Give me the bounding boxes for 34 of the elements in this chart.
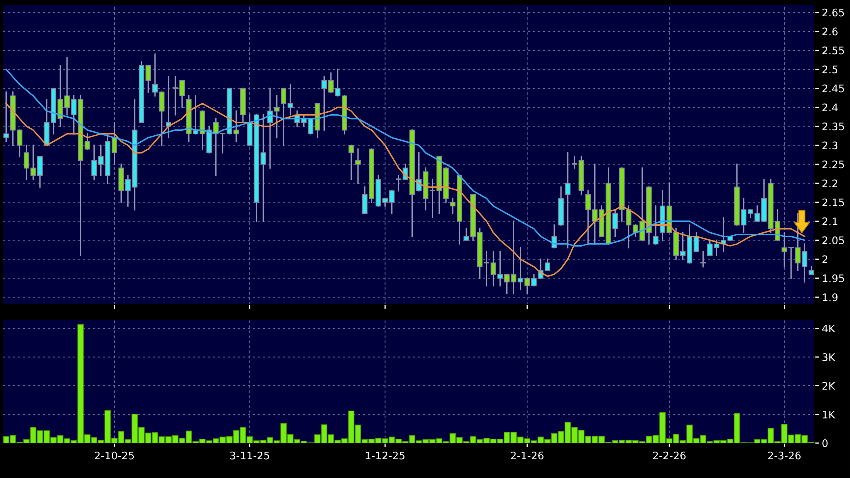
y-tick-label: 1.9: [823, 294, 838, 302]
line-series: [6, 68, 806, 247]
candlestick: [348, 144, 354, 180]
y-tick-label: 4K: [822, 324, 836, 333]
y-tick-label: 2.45: [822, 84, 844, 93]
y-tick-label: 1.95: [823, 274, 844, 283]
y-tick-label: 2: [822, 256, 828, 264]
candlestick: [565, 152, 571, 249]
y-tick-label: 2.65: [822, 8, 844, 17]
y-tick-label: 2.1: [822, 218, 838, 226]
y-tick-label: 2.2: [822, 180, 838, 188]
y-tick-label: 2.15: [822, 198, 844, 207]
x-tick-label: 2-10-25: [95, 452, 134, 460]
y-tick-label: 1K: [823, 410, 836, 419]
y-tick-label: 3K: [822, 354, 836, 362]
y-tick-label: 0: [822, 440, 828, 448]
candlestick: [700, 251, 706, 268]
x-tick-label: 2-3-26: [768, 452, 801, 460]
candlestick: [4, 92, 10, 142]
y-tick-label: 2.55: [822, 46, 844, 55]
y-tick-label: 2.4: [822, 104, 838, 112]
y-tick-label: 2.05: [822, 236, 844, 245]
x-tick-label: 3-11-25: [230, 452, 270, 460]
x-tick-label: 2-1-26: [511, 452, 544, 460]
y-tick-label: 2.3: [822, 142, 838, 150]
y-tick-label: 2.35: [822, 122, 844, 131]
candlestick: [356, 148, 361, 184]
y-tick-label: 2.25: [822, 160, 844, 169]
y-tick-label: 2K: [822, 382, 836, 390]
y-tick-label: 2.5: [822, 66, 838, 74]
x-tick-label: 2-2-26: [653, 452, 686, 460]
candlestick: [653, 206, 659, 245]
y-tick-label: 2.6: [822, 28, 838, 36]
x-tick-label: 1-12-25: [366, 452, 405, 460]
